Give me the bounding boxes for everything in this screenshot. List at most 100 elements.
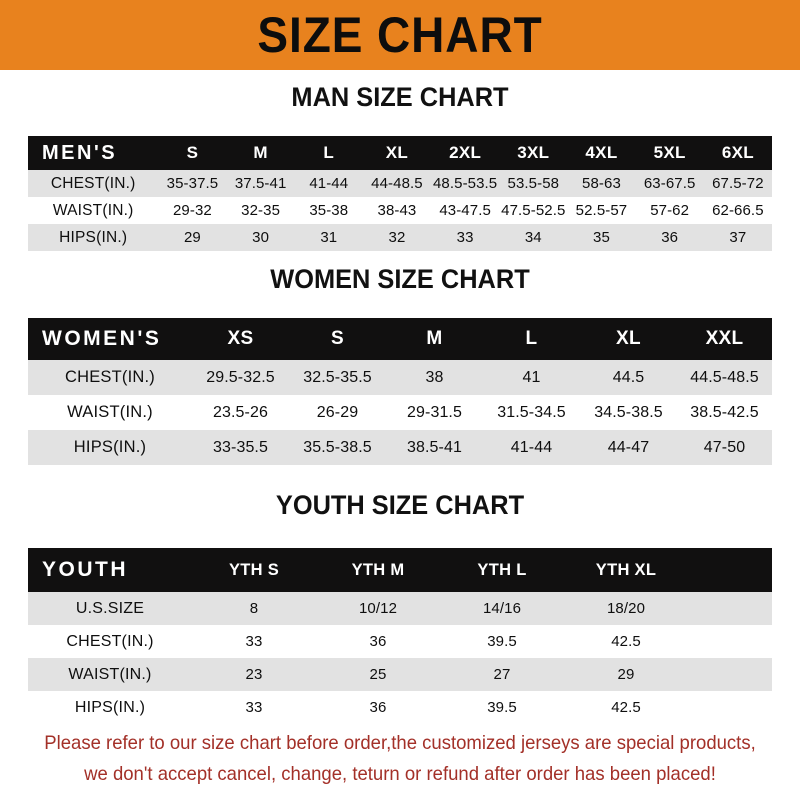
corner-label: YOUTH bbox=[42, 558, 128, 581]
table-cell-empty bbox=[688, 592, 772, 625]
table-cell-empty bbox=[688, 658, 772, 691]
column-header: M bbox=[426, 328, 443, 349]
table-cell: 39.5 bbox=[487, 633, 517, 650]
youth-size-table: YOUTH YTH S YTH M YTH L YTH XL U.S.SIZE … bbox=[28, 548, 772, 724]
column-header: M bbox=[253, 143, 268, 162]
table-cell: 8 bbox=[249, 600, 259, 617]
table-cell: 35-38 bbox=[309, 202, 349, 219]
table-cell: 67.5-72 bbox=[712, 175, 764, 192]
table-cell: 48.5-53.5 bbox=[432, 175, 498, 192]
column-header: S bbox=[331, 328, 344, 349]
page-banner: SIZE CHART bbox=[0, 0, 800, 70]
table-cell: 43-47.5 bbox=[439, 202, 491, 219]
table-row: WAIST(IN.) 23 25 27 29 bbox=[28, 658, 772, 691]
column-header: L bbox=[323, 143, 335, 162]
table-row: HIPS(IN.) 33 36 39.5 42.5 bbox=[28, 691, 772, 724]
row-label: WAIST(IN.) bbox=[68, 665, 152, 683]
table-row: HIPS(IN.) 33-35.5 35.5-38.5 38.5-41 41-4… bbox=[28, 430, 772, 465]
table-cell: 36 bbox=[661, 229, 679, 246]
youth-size-chart-title: YOUTH SIZE CHART bbox=[275, 490, 525, 520]
table-cell: 23.5-26 bbox=[213, 403, 268, 421]
table-cell: 57-62 bbox=[650, 202, 690, 219]
table-cell: 35 bbox=[593, 229, 610, 246]
table-cell: 29-31.5 bbox=[407, 403, 462, 421]
table-cell: 35.5-38.5 bbox=[303, 438, 372, 456]
table-header-row: WOMEN'S XS S M L XL XXL bbox=[28, 318, 772, 360]
table-header-row: YOUTH YTH S YTH M YTH L YTH XL bbox=[28, 548, 772, 592]
table-cell: 34.5-38.5 bbox=[594, 403, 663, 421]
table-cell: 47-50 bbox=[703, 438, 746, 456]
row-label: HIPS(IN.) bbox=[74, 698, 146, 716]
table-cell: 41-44 bbox=[510, 438, 553, 456]
man-size-table: MEN'S S M L XL 2XL 3XL 4XL 5XL 6XL CHEST… bbox=[28, 136, 772, 251]
column-header: S bbox=[186, 143, 199, 162]
column-header: 4XL bbox=[585, 143, 618, 162]
table-cell: 14/16 bbox=[482, 600, 522, 617]
table-cell: 32.5-35.5 bbox=[303, 368, 372, 386]
table-cell: 26-29 bbox=[316, 403, 359, 421]
row-label: HIPS(IN.) bbox=[73, 438, 147, 456]
table-cell: 36 bbox=[369, 633, 387, 650]
column-header-empty bbox=[688, 548, 772, 592]
column-header: XXL bbox=[705, 328, 744, 349]
table-cell: 41-44 bbox=[309, 175, 349, 192]
man-section-heading: MAN SIZE CHART bbox=[0, 84, 800, 111]
table-cell: 34 bbox=[524, 229, 542, 246]
table-row: U.S.SIZE 8 10/12 14/16 18/20 bbox=[28, 592, 772, 625]
table-row: CHEST(IN.) 33 36 39.5 42.5 bbox=[28, 625, 772, 658]
man-size-table-wrapper: MEN'S S M L XL 2XL 3XL 4XL 5XL 6XL CHEST… bbox=[0, 136, 800, 251]
column-header: 5XL bbox=[653, 143, 686, 162]
table-cell: 25 bbox=[369, 666, 387, 683]
table-cell: 36 bbox=[369, 699, 387, 716]
table-cell: 29 bbox=[183, 229, 201, 246]
disclaimer-line-1: Please refer to our size chart before or… bbox=[44, 732, 756, 754]
corner-label: MEN'S bbox=[42, 141, 118, 164]
table-cell: 33 bbox=[245, 699, 263, 716]
table-cell: 32-35 bbox=[241, 202, 281, 219]
table-cell: 38.5-42.5 bbox=[690, 403, 759, 421]
row-label: HIPS(IN.) bbox=[59, 228, 128, 246]
page-title: SIZE CHART bbox=[257, 7, 543, 63]
table-cell-empty bbox=[688, 691, 772, 724]
table-cell: 37.5-41 bbox=[234, 175, 287, 192]
table-cell: 39.5 bbox=[487, 699, 517, 716]
youth-size-table-wrapper: YOUTH YTH S YTH M YTH L YTH XL U.S.SIZE … bbox=[0, 548, 800, 724]
column-header: YTH M bbox=[351, 560, 405, 579]
table-cell: 31.5-34.5 bbox=[497, 403, 566, 421]
table-cell: 29.5-32.5 bbox=[206, 368, 275, 386]
corner-label: WOMEN'S bbox=[42, 327, 162, 350]
table-cell: 32 bbox=[388, 229, 406, 246]
women-size-chart-title: WOMEN SIZE CHART bbox=[270, 264, 530, 294]
table-cell: 18/20 bbox=[606, 600, 646, 617]
table-cell: 38-43 bbox=[377, 202, 417, 219]
table-cell: 44.5-48.5 bbox=[690, 368, 759, 386]
table-cell: 38 bbox=[425, 368, 444, 386]
table-cell: 44-47 bbox=[607, 438, 650, 456]
table-cell: 47.5-52.5 bbox=[501, 202, 566, 219]
row-label: CHEST(IN.) bbox=[66, 632, 154, 650]
column-header: 2XL bbox=[449, 143, 482, 162]
table-row: CHEST(IN.) 35-37.5 37.5-41 41-44 44-48.5… bbox=[28, 170, 772, 197]
table-cell: 27 bbox=[493, 666, 511, 683]
table-cell: 44.5 bbox=[612, 368, 645, 386]
table-cell: 41 bbox=[522, 368, 541, 386]
disclaimer-line-2: we don't accept cancel, change, teturn o… bbox=[84, 763, 716, 785]
row-label: U.S.SIZE bbox=[75, 599, 145, 617]
table-cell: 23 bbox=[245, 666, 263, 683]
table-row: CHEST(IN.) 29.5-32.5 32.5-35.5 38 41 44.… bbox=[28, 360, 772, 395]
table-cell: 58-63 bbox=[582, 175, 621, 192]
table-row: WAIST(IN.) 23.5-26 26-29 29-31.5 31.5-34… bbox=[28, 395, 772, 430]
column-header: XL bbox=[385, 143, 409, 162]
disclaimer-text: Please refer to our size chart before or… bbox=[20, 728, 780, 790]
table-cell: 10/12 bbox=[358, 600, 398, 617]
row-label: WAIST(IN.) bbox=[52, 201, 134, 219]
table-cell: 53.5-58 bbox=[507, 175, 560, 192]
column-header: 6XL bbox=[721, 143, 754, 162]
column-header: L bbox=[525, 328, 538, 349]
table-cell: 52.5-57 bbox=[575, 202, 628, 219]
row-label: WAIST(IN.) bbox=[67, 403, 153, 421]
table-cell: 31 bbox=[320, 229, 338, 246]
table-header-row: MEN'S S M L XL 2XL 3XL 4XL 5XL 6XL bbox=[28, 136, 772, 170]
women-size-table-wrapper: WOMEN'S XS S M L XL XXL CHEST(IN.) 29.5-… bbox=[0, 318, 800, 465]
